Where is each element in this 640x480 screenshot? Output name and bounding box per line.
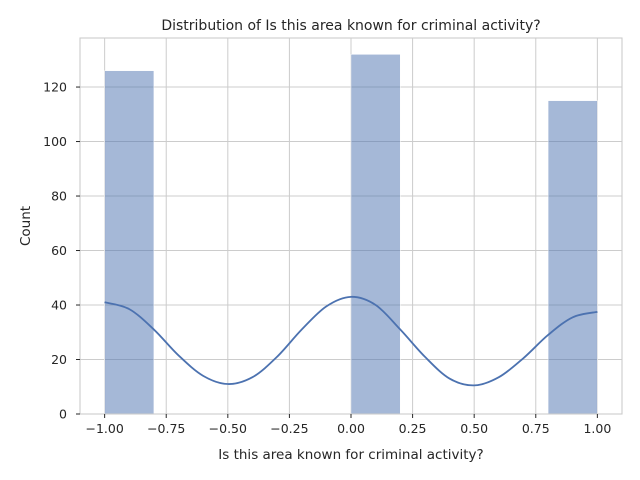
x-axis-label: Is this area known for criminal activity… (218, 447, 483, 463)
y-tick-label: 0 (59, 407, 67, 422)
y-tick-label: 80 (51, 189, 67, 204)
x-tick-label: 0.75 (522, 421, 550, 436)
histogram-bar (547, 100, 598, 415)
x-tick-label: 0.25 (399, 421, 427, 436)
x-tick-label: 0.50 (460, 421, 488, 436)
chart-title: Distribution of Is this area known for c… (161, 18, 540, 34)
y-tick-label: 20 (51, 352, 67, 367)
y-tick-label: 60 (51, 243, 67, 258)
y-axis-label: Count (18, 206, 34, 246)
x-tick-label: −0.25 (270, 421, 308, 436)
y-tick-label: 40 (51, 298, 67, 313)
x-tick-label: −1.00 (85, 421, 123, 436)
y-tick-label: 100 (43, 134, 67, 149)
kde-line (104, 295, 598, 387)
histogram-bar (104, 70, 155, 415)
x-tick-label: 1.00 (583, 421, 611, 436)
y-axis-ticks: 0 20 40 60 80 100 120 (43, 80, 80, 422)
histogram-bars (104, 54, 598, 415)
x-tick-label: −0.75 (147, 421, 185, 436)
y-tick-label: 120 (43, 80, 67, 95)
histogram-bar (350, 54, 401, 415)
x-tick-label: 0.00 (337, 421, 365, 436)
x-tick-label: −0.50 (209, 421, 247, 436)
x-axis-ticks: −1.00 −0.75 −0.50 −0.25 0.00 0.25 0.50 0.75 1.00 (85, 414, 611, 436)
